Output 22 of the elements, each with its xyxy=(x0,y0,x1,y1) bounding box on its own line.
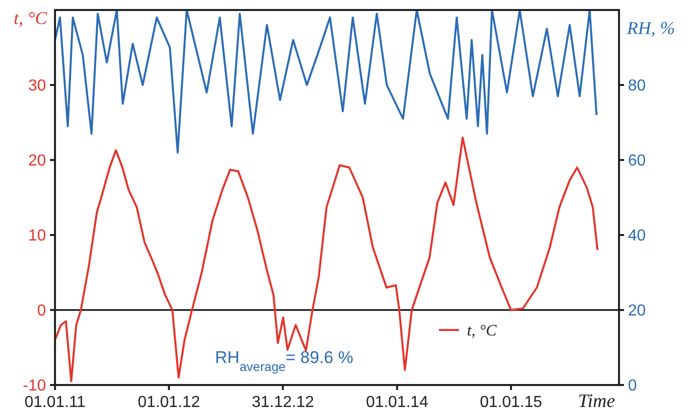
x-tick-label: 31.12.12 xyxy=(252,394,314,411)
y-tick-label: 20 xyxy=(28,152,46,170)
legend-label: t, °C xyxy=(467,322,497,340)
line-series xyxy=(54,136,598,382)
y-axis-title: t, °C xyxy=(14,8,48,28)
y2-tick-label: 0 xyxy=(628,378,637,395)
y2-axis-title: RH, % xyxy=(626,18,675,38)
y-tick-label: 0 xyxy=(37,302,46,320)
y2-tick-label: 80 xyxy=(628,78,646,95)
annotation: RH$_{average}$= 89.6 % xyxy=(215,348,354,374)
y-tick-label: -10 xyxy=(22,378,46,395)
y2-tick-label: 40 xyxy=(628,228,646,245)
y2-tick-label: 20 xyxy=(628,302,646,320)
x-tick-label: 01.01.15 xyxy=(480,394,542,411)
y-tick-label: 30 xyxy=(28,78,46,95)
y-tick-label: 10 xyxy=(28,228,46,245)
x-tick-label: 01.01.12 xyxy=(138,394,200,411)
x-tick-label: 01.01.14 xyxy=(366,394,428,411)
y2-tick-label: 60 xyxy=(628,152,646,170)
line-series xyxy=(54,9,598,154)
x-axis-title: Time xyxy=(578,391,615,412)
x-tick-label: 01.01.11 xyxy=(24,394,86,411)
